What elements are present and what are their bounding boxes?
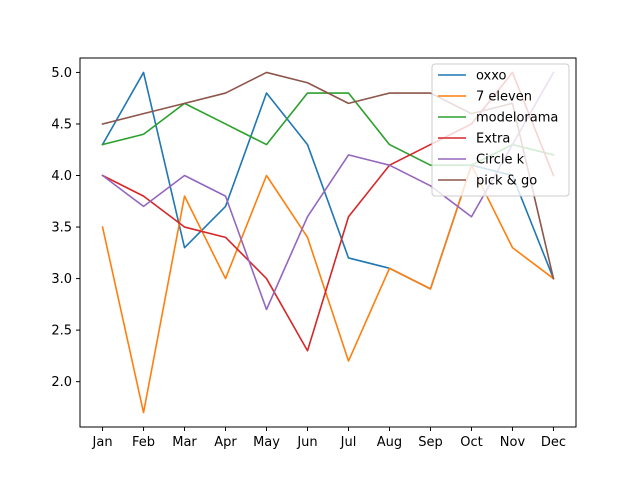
- legend-label: modelorama: [476, 111, 558, 126]
- x-tick-label: May: [253, 435, 280, 450]
- x-tick-label: Aug: [377, 435, 402, 450]
- x-tick-label: Sep: [418, 435, 443, 450]
- plot-frame: [79, 57, 577, 428]
- series-line-4: [101, 71, 555, 311]
- legend: oxxo 7 eleven modelorama Extra Circle k pick …: [431, 63, 570, 197]
- y-tick-label: 4.5: [51, 117, 72, 132]
- x-tick-label: Apr: [214, 435, 237, 450]
- x-tick-label: Oct: [460, 435, 482, 450]
- x-tick-label: Dec: [541, 435, 566, 450]
- axis-ticks: Jan Feb Mar Apr May Jun Jul Aug Sep Oct Nov Dec 2.0 2…: [51, 66, 566, 450]
- y-tick-label: 3.5: [51, 221, 72, 236]
- y-tick-label: 5.0: [51, 66, 72, 81]
- x-tick-label: Jun: [296, 435, 317, 450]
- x-tick-label: Feb: [132, 435, 155, 450]
- x-tick-label: Jan: [92, 435, 113, 450]
- legend-label: 7 eleven: [476, 90, 532, 105]
- x-tick-label: Mar: [172, 435, 197, 450]
- legend-label: Circle k: [476, 153, 525, 168]
- legend-label: Extra: [476, 132, 510, 147]
- y-tick-label: 2.0: [51, 375, 72, 390]
- y-tick-label: 3.0: [51, 272, 72, 287]
- x-tick-label: Nov: [500, 435, 526, 450]
- y-tick-label: 4.0: [51, 169, 72, 184]
- y-tick-label: 2.5: [51, 324, 72, 339]
- x-tick-label: Jul: [340, 435, 357, 450]
- legend-label: oxxo: [476, 69, 507, 84]
- legend-label: pick & go: [476, 174, 537, 189]
- legend-frame: [431, 63, 570, 197]
